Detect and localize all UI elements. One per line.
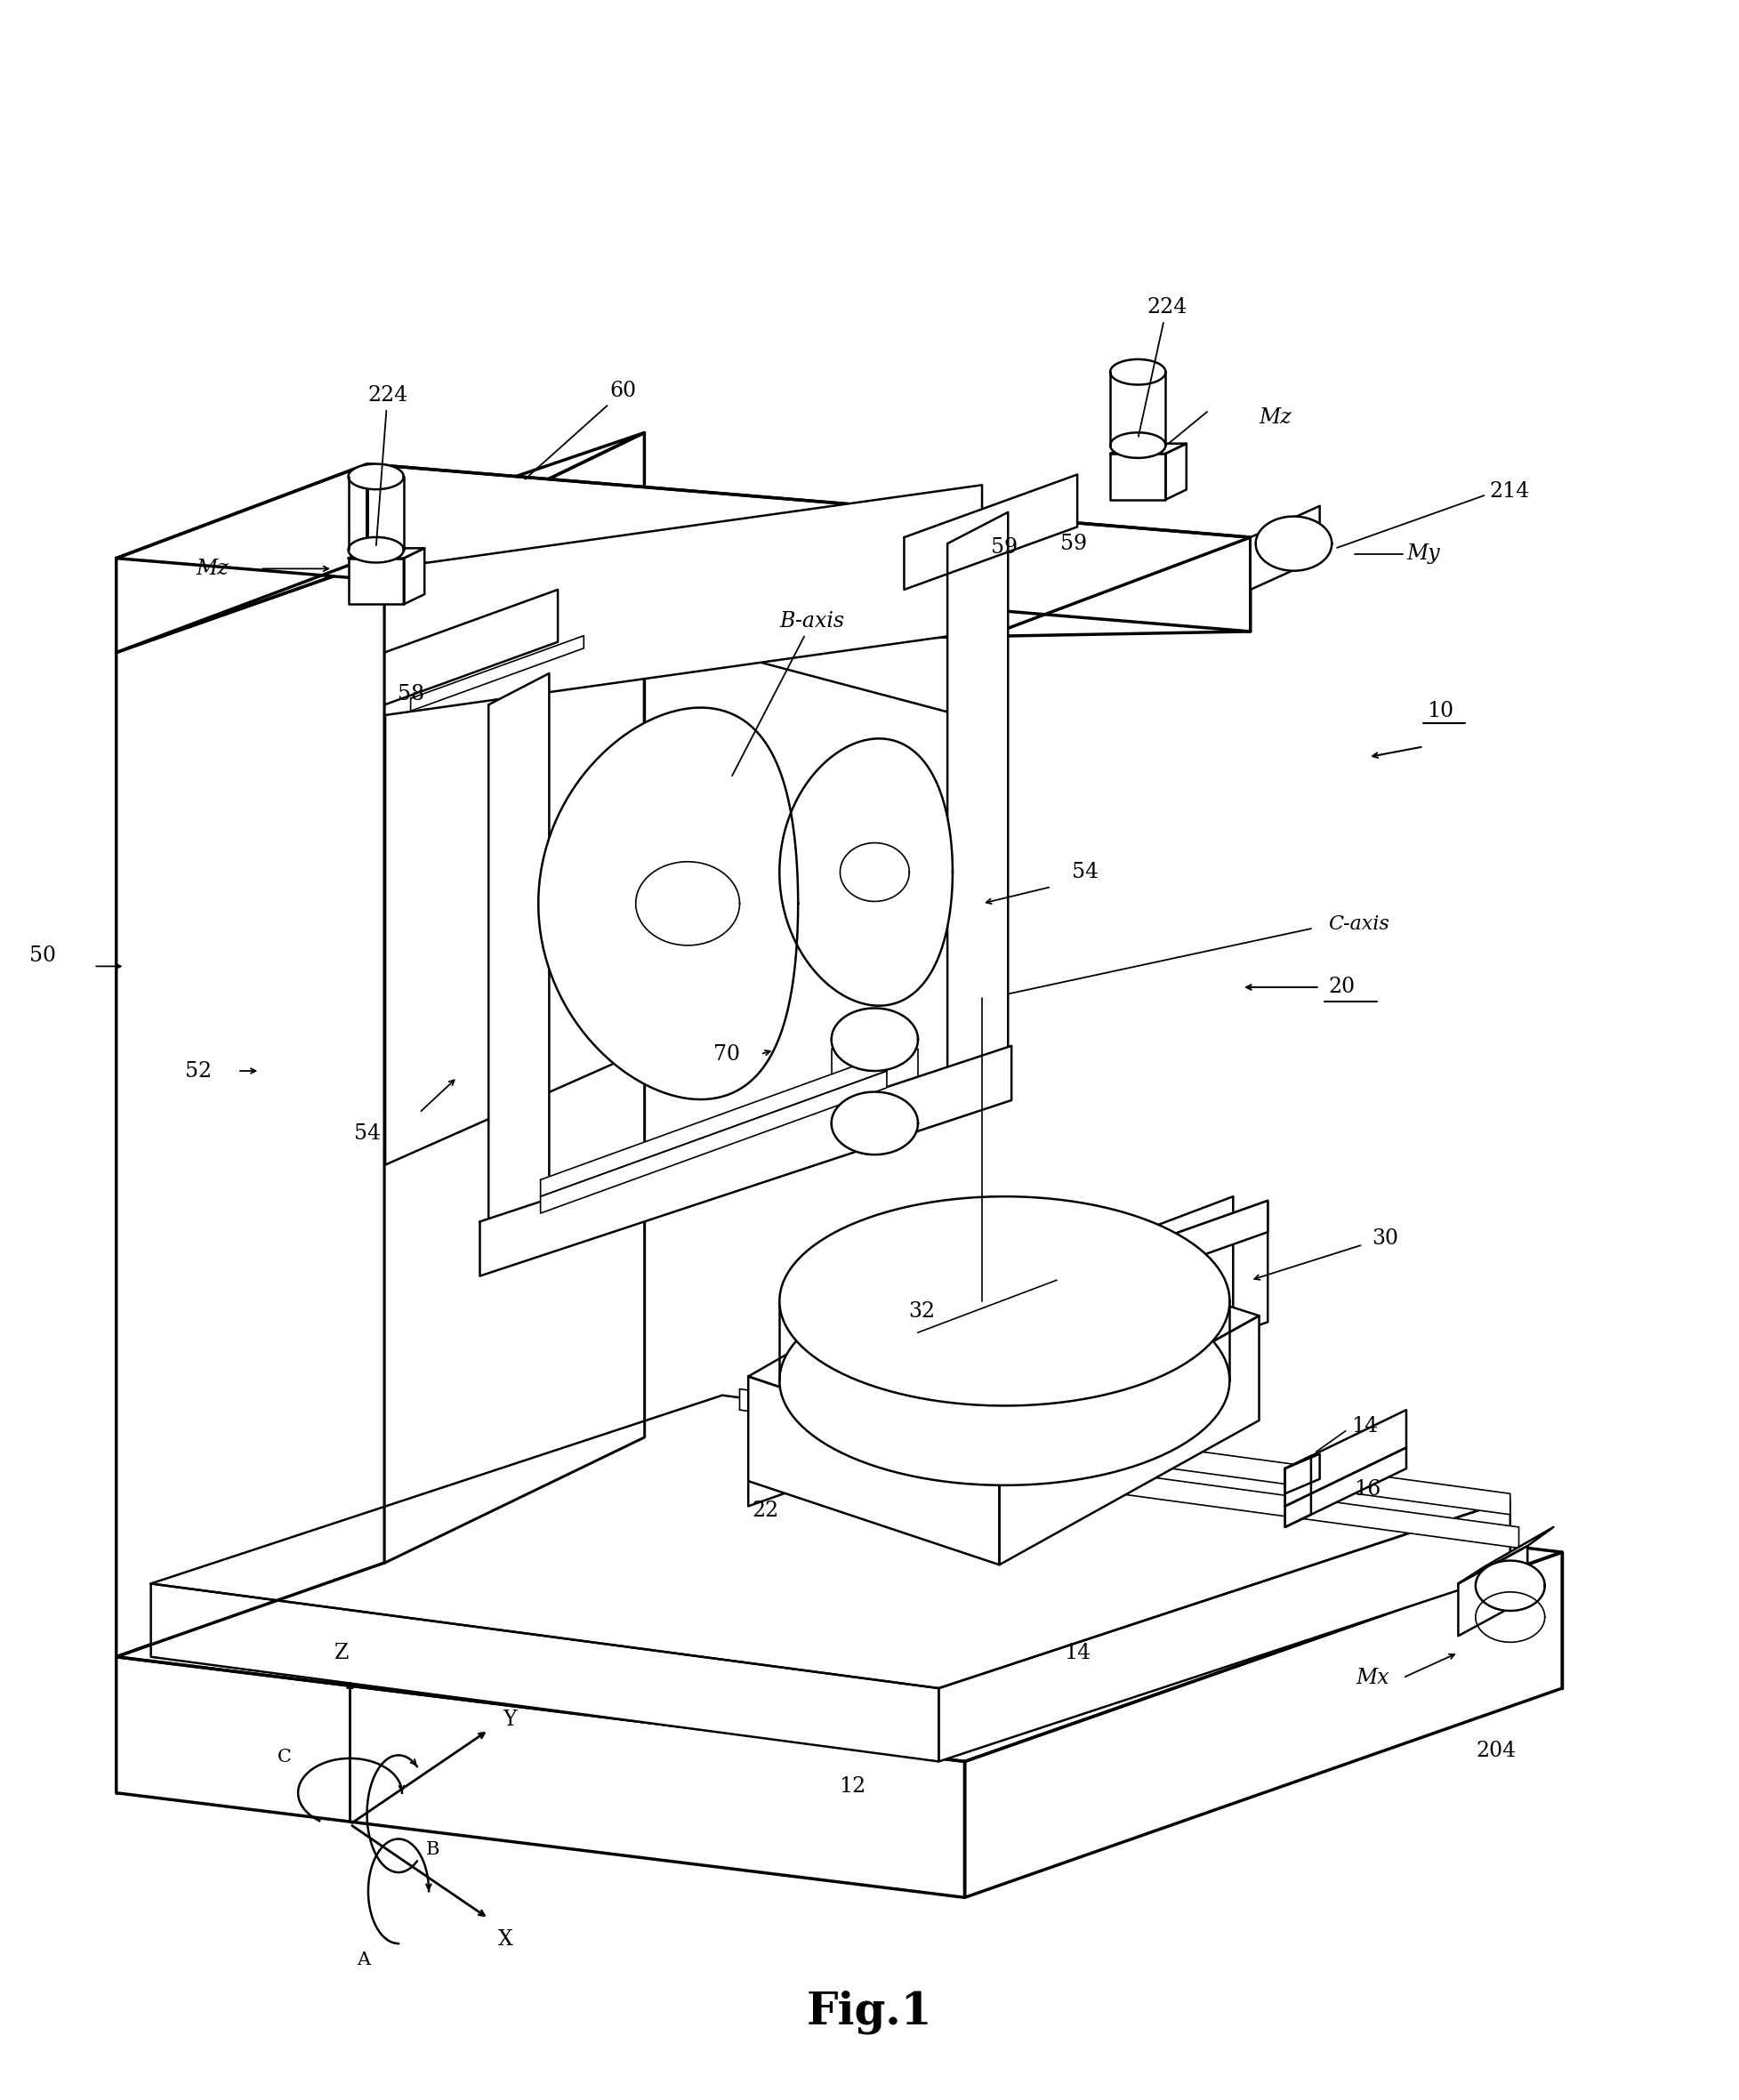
Polygon shape — [1285, 1455, 1311, 1527]
Text: 60: 60 — [525, 380, 636, 479]
Polygon shape — [117, 464, 1250, 632]
Polygon shape — [779, 1197, 1229, 1405]
Polygon shape — [1000, 1317, 1259, 1564]
Polygon shape — [151, 1394, 1509, 1688]
Text: 70: 70 — [713, 1044, 739, 1065]
Text: 30: 30 — [1372, 1228, 1398, 1250]
Text: 10: 10 — [1428, 701, 1454, 720]
Text: 224: 224 — [367, 384, 407, 546]
Polygon shape — [748, 1201, 1268, 1506]
Polygon shape — [1165, 443, 1186, 500]
Polygon shape — [403, 548, 424, 605]
Polygon shape — [348, 548, 424, 559]
Polygon shape — [151, 1583, 939, 1762]
Text: 59: 59 — [1061, 533, 1087, 554]
Polygon shape — [840, 842, 909, 901]
Text: 52: 52 — [184, 1060, 212, 1082]
Text: C-axis: C-axis — [1329, 916, 1389, 934]
Text: 22: 22 — [753, 1499, 779, 1520]
Text: 54: 54 — [355, 1124, 381, 1144]
Polygon shape — [489, 674, 550, 1260]
Text: 14: 14 — [1064, 1642, 1090, 1663]
Polygon shape — [541, 1071, 887, 1214]
Polygon shape — [480, 1046, 1012, 1277]
Polygon shape — [636, 861, 739, 945]
Text: Fig.1: Fig.1 — [807, 1991, 932, 2035]
Text: 16: 16 — [1355, 1478, 1381, 1499]
Text: Z: Z — [334, 1642, 348, 1663]
Polygon shape — [367, 464, 1250, 632]
Polygon shape — [817, 1197, 1233, 1394]
Polygon shape — [384, 485, 983, 716]
Text: Mz: Mz — [1259, 407, 1292, 428]
Polygon shape — [748, 1233, 1259, 1460]
Polygon shape — [748, 1376, 1000, 1564]
Polygon shape — [739, 1388, 1509, 1514]
Polygon shape — [1285, 1409, 1407, 1506]
Text: 214: 214 — [1489, 481, 1530, 502]
Polygon shape — [384, 1050, 645, 1562]
Polygon shape — [939, 1499, 1509, 1762]
Polygon shape — [1476, 1592, 1544, 1642]
Polygon shape — [1250, 506, 1320, 590]
Polygon shape — [117, 433, 645, 653]
Polygon shape — [817, 1239, 1233, 1499]
Text: B: B — [426, 1842, 440, 1858]
Polygon shape — [1285, 1453, 1320, 1493]
Text: 59: 59 — [991, 538, 1017, 559]
Text: 204: 204 — [1476, 1741, 1516, 1762]
Text: 20: 20 — [1329, 976, 1355, 997]
Polygon shape — [539, 708, 798, 1100]
Polygon shape — [117, 1447, 1562, 1762]
Polygon shape — [1476, 1560, 1544, 1611]
Polygon shape — [117, 559, 384, 1657]
Text: 224: 224 — [1139, 298, 1188, 437]
Text: Mx: Mx — [1355, 1667, 1389, 1688]
Text: 50: 50 — [30, 945, 56, 966]
Text: 14: 14 — [1351, 1415, 1377, 1436]
Polygon shape — [1109, 443, 1186, 454]
Polygon shape — [541, 1054, 887, 1197]
Polygon shape — [1285, 1447, 1407, 1527]
Polygon shape — [348, 559, 403, 605]
Polygon shape — [348, 464, 403, 489]
Polygon shape — [748, 1201, 1268, 1415]
Polygon shape — [117, 1657, 965, 1898]
Text: X: X — [499, 1930, 513, 1949]
Text: Y: Y — [503, 1709, 516, 1730]
Text: 32: 32 — [908, 1302, 936, 1321]
Polygon shape — [117, 464, 367, 653]
Text: C: C — [277, 1749, 292, 1766]
Polygon shape — [1459, 1527, 1553, 1583]
Text: My: My — [1407, 544, 1440, 565]
Polygon shape — [1109, 454, 1165, 500]
Polygon shape — [748, 1422, 1518, 1548]
Text: A: A — [356, 1951, 370, 1968]
Polygon shape — [904, 475, 1076, 590]
Text: 54: 54 — [1073, 861, 1099, 882]
Text: B-axis: B-axis — [732, 611, 845, 775]
Polygon shape — [779, 739, 953, 1006]
Polygon shape — [348, 538, 403, 563]
Text: 58: 58 — [396, 685, 424, 704]
Polygon shape — [831, 1092, 918, 1155]
Polygon shape — [384, 590, 558, 706]
Polygon shape — [410, 636, 584, 712]
Polygon shape — [948, 512, 1009, 1098]
Text: Mz: Mz — [197, 559, 230, 580]
Polygon shape — [1109, 433, 1165, 458]
Polygon shape — [965, 1552, 1562, 1898]
Polygon shape — [1256, 517, 1332, 571]
Polygon shape — [384, 433, 645, 1562]
Polygon shape — [1459, 1546, 1527, 1636]
Polygon shape — [831, 1008, 918, 1071]
Polygon shape — [1109, 359, 1165, 384]
Polygon shape — [779, 1277, 1229, 1485]
Text: 12: 12 — [838, 1777, 866, 1798]
